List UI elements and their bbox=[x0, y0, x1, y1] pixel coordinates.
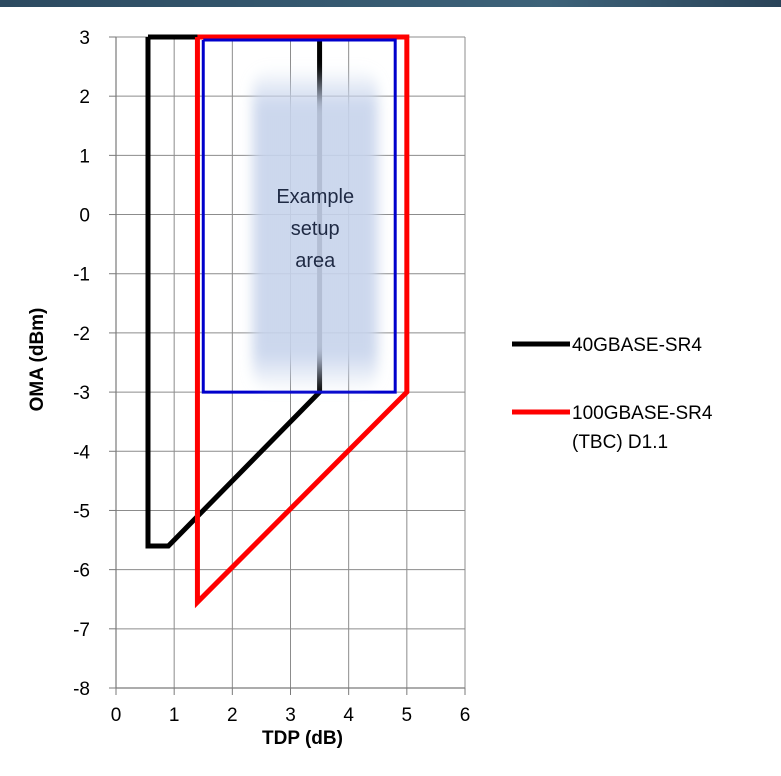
chart-series bbox=[145, 34, 410, 609]
chart-annotation: Example setup area bbox=[252, 66, 378, 393]
y-tick-label: -7 bbox=[73, 620, 90, 641]
y-tick-label: -4 bbox=[73, 442, 90, 463]
top-banner-strip bbox=[0, 0, 781, 7]
legend-label: 100GBASE-SR4 bbox=[572, 403, 713, 424]
y-tick-label: 0 bbox=[79, 206, 90, 227]
series-setup-area-outline bbox=[201, 38, 397, 394]
y-tick-label: -8 bbox=[73, 679, 90, 700]
setup-area-label: Example bbox=[276, 186, 354, 208]
chart-axes bbox=[109, 36, 466, 695]
y-tick-label: -3 bbox=[73, 383, 90, 404]
y-tick-label: -5 bbox=[73, 501, 90, 522]
chart-legend: 40GBASE-SR4 100GBASE-SR4 (TBC) D1.1 bbox=[512, 335, 713, 453]
y-tick-label: -1 bbox=[73, 265, 90, 286]
setup-area-box bbox=[252, 66, 378, 393]
setup-area-label: area bbox=[295, 250, 336, 272]
y-tick-label: -6 bbox=[73, 561, 90, 582]
x-tick-label: 2 bbox=[227, 705, 238, 726]
x-tick-label: 4 bbox=[343, 705, 354, 726]
series-100gbase-sr4-tbc-d1-1 bbox=[194, 34, 410, 609]
setup-area-label: setup bbox=[291, 218, 340, 240]
y-tick-label: 3 bbox=[79, 28, 90, 49]
legend-label: (TBC) D1.1 bbox=[572, 432, 668, 453]
y-tick-label: 1 bbox=[79, 146, 90, 167]
y-axis-title: OMA (dBm) bbox=[27, 308, 48, 412]
x-tick-label: 0 bbox=[111, 705, 122, 726]
x-tick-label: 6 bbox=[460, 705, 471, 726]
y-tick-label: 2 bbox=[79, 87, 90, 108]
chart-tick-labels: 0 1 2 3 4 5 6 3 2 1 0 -1 -2 -3 -4 -5 -6 -7 -8 bbox=[73, 28, 470, 726]
x-tick-label: 5 bbox=[402, 705, 413, 726]
x-tick-label: 3 bbox=[285, 705, 296, 726]
chart-axis-titles: TDP (dB) OMA (dBm) bbox=[27, 308, 343, 749]
legend-label: 40GBASE-SR4 bbox=[572, 335, 702, 356]
y-tick-label: -2 bbox=[73, 324, 90, 345]
x-tick-label: 1 bbox=[169, 705, 180, 726]
x-axis-title: TDP (dB) bbox=[262, 728, 343, 749]
